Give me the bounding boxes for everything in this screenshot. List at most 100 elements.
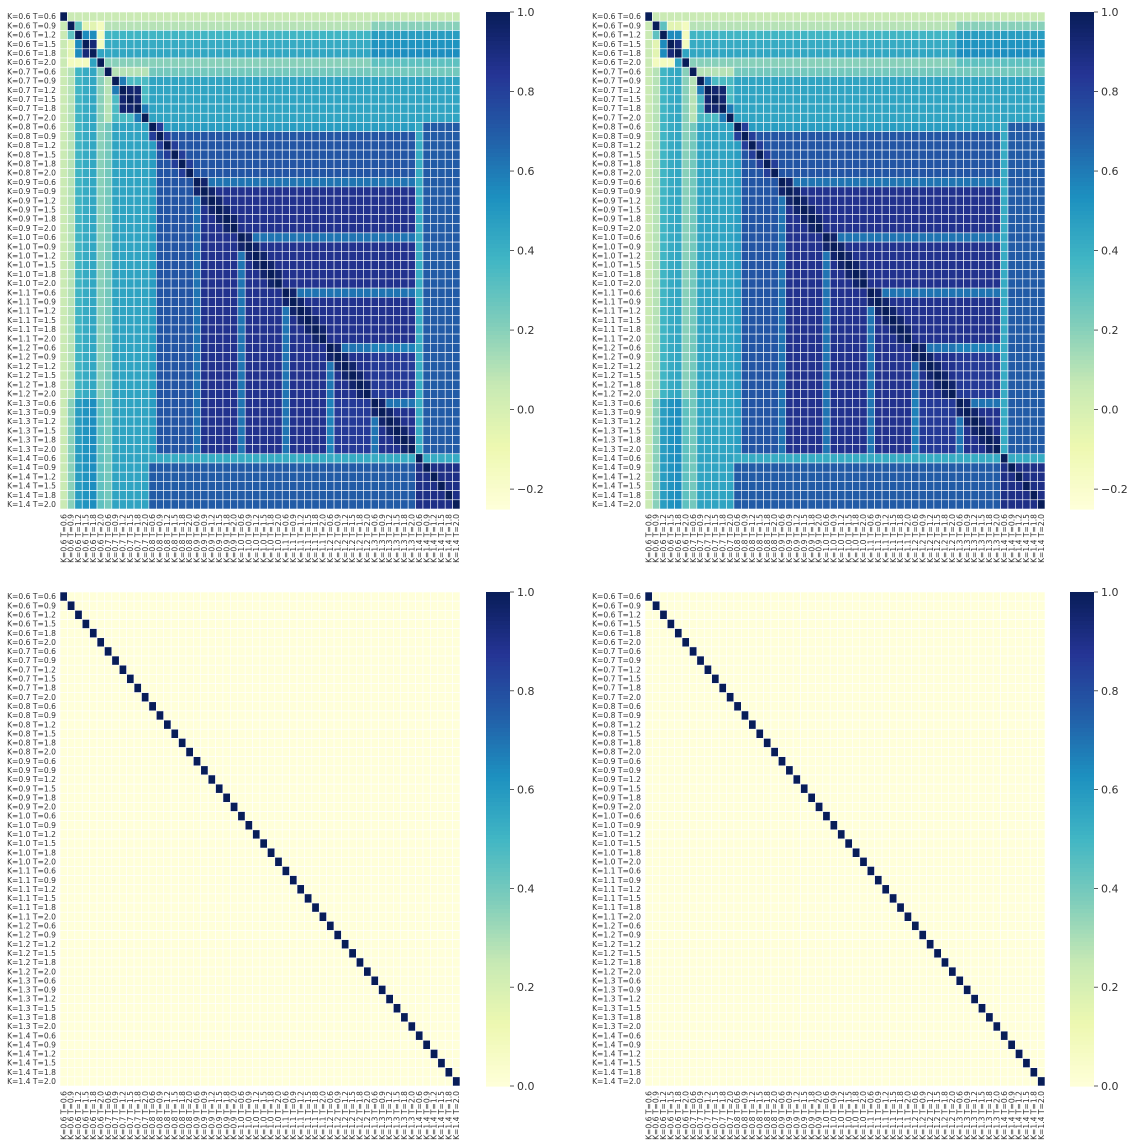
heatmap-cell	[370, 149, 379, 160]
heatmap-cell	[318, 140, 327, 151]
heatmap-cell	[393, 389, 402, 399]
heatmap-cell	[230, 306, 239, 317]
heatmap-cell	[296, 343, 305, 353]
heatmap-cell	[281, 85, 290, 96]
heatmap-cell	[163, 251, 172, 261]
heatmap-cell	[400, 471, 409, 482]
heatmap-cell	[444, 85, 453, 96]
heatmap-cell	[215, 177, 224, 188]
heatmap-cell	[96, 30, 105, 40]
heatmap-cell	[252, 352, 261, 363]
heatmap-cell	[1022, 158, 1031, 169]
heatmap-cell	[666, 315, 675, 326]
colorbar-segment	[486, 359, 510, 365]
heatmap-cell	[400, 343, 409, 353]
heatmap-cell	[763, 94, 772, 105]
heatmap-cell	[296, 122, 305, 132]
heatmap-cell	[940, 76, 950, 86]
heatmap-cell	[407, 251, 416, 261]
heatmap-cell	[844, 103, 853, 114]
heatmap-cell	[259, 287, 268, 298]
heatmap-cell	[311, 435, 320, 445]
heatmap-cell	[422, 499, 431, 510]
heatmap-cell	[370, 297, 379, 307]
heatmap-cell	[259, 398, 268, 409]
heatmap-cell	[141, 223, 150, 234]
heatmap-cell	[748, 94, 757, 105]
heatmap-cell	[874, 223, 883, 234]
heatmap-cell	[770, 306, 779, 317]
heatmap-cell	[341, 278, 350, 289]
heatmap-cell	[437, 416, 446, 427]
heatmap-cell	[111, 20, 120, 31]
heatmap-cell	[281, 103, 290, 114]
heatmap-cell	[81, 11, 90, 22]
heatmap-cell	[385, 251, 394, 261]
heatmap-cell	[385, 269, 394, 280]
heatmap-cell	[59, 407, 68, 418]
col-tick-label: K=1.3 T=0.6	[370, 514, 379, 563]
col-tick-label: K=1.4 T=0.9	[422, 514, 431, 563]
colorbar-segment	[486, 335, 510, 340]
heatmap-cell	[230, 407, 239, 418]
heatmap-cell	[948, 232, 957, 243]
heatmap-cell	[822, 223, 831, 234]
heatmap-cell	[430, 251, 439, 261]
colorbar-segment	[486, 194, 510, 199]
heatmap-cell	[215, 398, 224, 409]
heatmap-cell	[370, 269, 379, 280]
heatmap-cell	[89, 223, 98, 234]
heatmap-cell	[67, 435, 76, 445]
heatmap-cell	[274, 20, 283, 31]
heatmap-cell	[400, 269, 409, 280]
heatmap-cell	[407, 481, 416, 491]
heatmap-cell	[393, 260, 402, 270]
heatmap-cell	[59, 444, 68, 455]
heatmap-cell	[733, 168, 742, 178]
heatmap-cell	[296, 370, 305, 381]
heatmap-cell	[370, 407, 379, 418]
heatmap-cell	[222, 195, 231, 206]
heatmap-cell	[193, 471, 202, 482]
heatmap-cell	[444, 204, 453, 215]
heatmap-cell	[1022, 149, 1031, 160]
heatmap-cell	[689, 195, 698, 206]
heatmap-cell	[281, 122, 290, 132]
heatmap-cell	[126, 232, 135, 243]
heatmap-cell	[178, 269, 187, 280]
heatmap-cell	[163, 269, 172, 280]
heatmap-cell	[133, 398, 142, 409]
heatmap-cell	[370, 85, 379, 96]
heatmap-cell	[355, 389, 365, 399]
heatmap-cell	[1000, 140, 1009, 151]
heatmap-cell	[644, 223, 653, 234]
heatmap-cell	[237, 76, 246, 86]
heatmap-cell	[185, 361, 194, 372]
heatmap-cell	[274, 94, 283, 105]
row-tick-label: K=0.7 T=1.2	[7, 86, 56, 95]
heatmap-cell	[800, 315, 809, 326]
heatmap-cell	[415, 315, 424, 326]
heatmap-cell	[755, 251, 764, 261]
heatmap-cell	[666, 57, 675, 68]
heatmap-cell	[252, 398, 261, 409]
heatmap-cell	[207, 223, 216, 234]
heatmap-cell	[422, 343, 431, 353]
heatmap-cell	[452, 20, 461, 31]
heatmap-cell	[74, 389, 83, 399]
heatmap-cell	[755, 287, 764, 298]
heatmap-cell	[822, 103, 831, 114]
heatmap-cell	[111, 435, 120, 445]
heatmap-cell	[267, 168, 276, 178]
heatmap-cell	[96, 48, 105, 59]
heatmap-cell	[866, 269, 875, 280]
heatmap-cell	[237, 361, 246, 372]
heatmap-cell	[940, 186, 950, 197]
heatmap-cell	[393, 306, 402, 317]
heatmap-cell	[407, 407, 416, 418]
heatmap-cell	[326, 186, 335, 197]
heatmap-cell	[215, 223, 224, 234]
heatmap-cell	[926, 195, 935, 206]
heatmap-cell	[74, 85, 83, 96]
heatmap-cell	[918, 214, 927, 224]
